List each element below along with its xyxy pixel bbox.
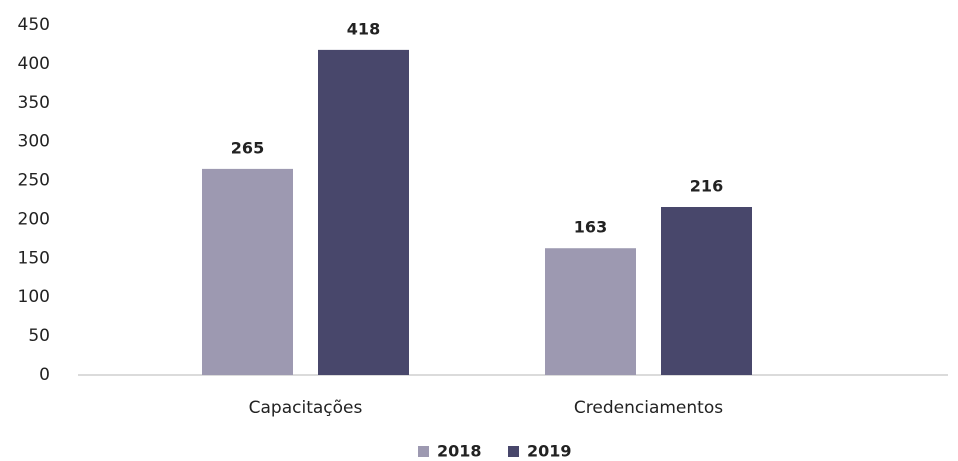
y-tick-label: 450 <box>18 15 50 35</box>
value-label: 418 <box>347 19 380 38</box>
x-tick-label: Credenciamentos <box>574 398 723 418</box>
bar <box>202 168 293 375</box>
value-label: 216 <box>690 177 723 196</box>
legend-label: 2018 <box>437 442 482 461</box>
legend-swatch <box>418 446 429 457</box>
y-tick-label: 0 <box>39 365 50 385</box>
y-tick-label: 300 <box>18 132 50 152</box>
bar <box>661 207 752 375</box>
y-tick-label: 400 <box>18 54 50 74</box>
legend-label: 2019 <box>527 442 572 461</box>
y-tick-label: 50 <box>28 326 50 346</box>
bar <box>545 248 636 375</box>
y-tick-label: 250 <box>18 171 50 191</box>
bar <box>318 49 409 376</box>
y-tick-label: 200 <box>18 209 50 229</box>
value-label: 265 <box>231 138 264 157</box>
y-tick-label: 100 <box>18 287 50 307</box>
x-tick-label: Capacitações <box>249 398 363 418</box>
legend-swatch <box>508 446 519 457</box>
value-label: 163 <box>574 218 607 237</box>
y-tick-label: 150 <box>18 248 50 268</box>
y-tick-label: 350 <box>18 93 50 113</box>
